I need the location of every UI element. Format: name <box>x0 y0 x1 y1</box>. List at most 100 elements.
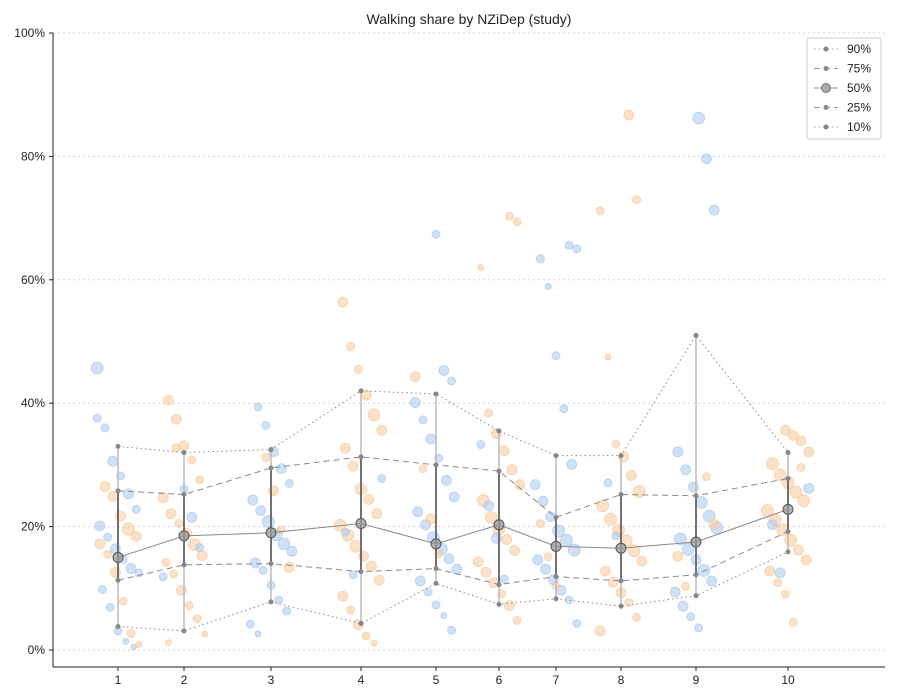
scatter-point <box>472 556 484 568</box>
x-tick-label: 10 <box>781 673 795 687</box>
median-marker <box>493 519 505 531</box>
scatter-point <box>797 494 810 508</box>
quantile-point <box>115 443 121 449</box>
median-marker <box>550 540 562 552</box>
x-tick-label: 2 <box>181 673 188 687</box>
scatter-point <box>184 601 194 610</box>
scatter-point <box>796 462 806 472</box>
y-tick-label: 60% <box>21 273 45 287</box>
scatter-layer <box>90 109 815 651</box>
scatter-point <box>423 587 433 597</box>
median-marker <box>615 542 627 554</box>
scatter-point <box>277 537 291 551</box>
scatter-point <box>98 585 107 594</box>
scatter-point <box>340 527 350 537</box>
scatter-point <box>686 612 696 622</box>
x-tick-label: 1 <box>115 673 122 687</box>
scatter-point <box>254 630 262 638</box>
scatter-point <box>376 424 388 436</box>
quantile-point <box>693 593 699 599</box>
y-tick-label: 20% <box>21 520 45 534</box>
scatter-point <box>512 217 522 227</box>
scatter-point <box>766 457 779 471</box>
scatter-point <box>94 520 106 532</box>
scatter-point <box>431 600 441 610</box>
scatter-point <box>121 522 135 536</box>
scatter-point <box>544 283 552 290</box>
scatter-point <box>529 479 541 491</box>
scatter-point <box>346 342 356 351</box>
scatter-point <box>178 440 190 452</box>
scatter-point <box>412 506 424 518</box>
scatter-point <box>186 511 198 523</box>
scatter-point <box>632 485 646 498</box>
median-marker <box>265 527 277 539</box>
scatter-point <box>125 563 137 574</box>
quantile-line-75pct <box>117 456 789 518</box>
quantile-point <box>115 488 121 494</box>
scatter-point <box>196 550 208 561</box>
scatter-point <box>118 596 128 606</box>
scatter-point <box>604 353 612 361</box>
scatter-point <box>793 544 804 556</box>
quantile-point <box>553 596 559 602</box>
scatter-point <box>122 488 134 500</box>
scatter-point <box>349 539 363 553</box>
legend-swatch-marker <box>823 66 829 71</box>
quantile-line-50pct <box>117 508 789 558</box>
scatter-point <box>594 625 606 637</box>
scatter-point <box>681 582 690 591</box>
scatter-point <box>543 552 553 562</box>
quantile-point <box>358 569 364 575</box>
scatter-point <box>774 567 786 579</box>
median-marker <box>355 518 367 530</box>
scatter-point <box>480 566 492 578</box>
legend-swatch-marker <box>823 46 829 52</box>
scatter-point <box>245 619 255 629</box>
scatter-point <box>787 429 799 441</box>
scatter-point <box>448 491 460 503</box>
quantile-point <box>785 529 791 535</box>
scatter-point <box>697 564 711 577</box>
scatter-point <box>348 570 358 580</box>
scatter-point <box>258 566 268 575</box>
scatter-point <box>261 515 275 529</box>
scatter-point <box>135 641 143 648</box>
scatter-point <box>595 206 605 216</box>
scatter-point <box>347 460 359 472</box>
scatter-point <box>702 472 711 482</box>
scatter-point <box>596 499 610 513</box>
scatter-point <box>694 496 708 509</box>
scatter-point <box>780 424 791 436</box>
scatter-point <box>255 505 267 516</box>
scatter-point <box>795 435 807 447</box>
quantile-point <box>553 574 559 580</box>
scatter-point <box>346 605 356 615</box>
median-marker <box>690 536 702 548</box>
y-tick-label: 40% <box>21 396 45 410</box>
axes <box>52 33 885 668</box>
quantile-point <box>785 450 791 456</box>
quantile-point <box>785 549 791 555</box>
x-tick-label: 4 <box>358 673 365 687</box>
scatter-point <box>261 421 271 430</box>
scatter-point <box>483 500 495 512</box>
scatter-point <box>162 394 174 406</box>
scatter-point <box>503 600 515 611</box>
quantile-point <box>693 572 699 578</box>
quantile-line-25pct <box>117 531 789 586</box>
quantile-point <box>115 577 121 583</box>
quantile-point <box>358 388 364 394</box>
scatter-point <box>551 351 561 361</box>
scatter-point <box>688 481 699 493</box>
scatter-point <box>164 639 172 646</box>
median-marker <box>178 530 190 542</box>
scatter-point <box>781 589 790 599</box>
scatter-point <box>425 513 437 525</box>
scatter-point <box>451 563 463 575</box>
scatter-point <box>702 509 716 523</box>
scatter-point <box>764 565 776 577</box>
scatter-point <box>100 423 110 433</box>
quantile-point <box>433 462 439 468</box>
